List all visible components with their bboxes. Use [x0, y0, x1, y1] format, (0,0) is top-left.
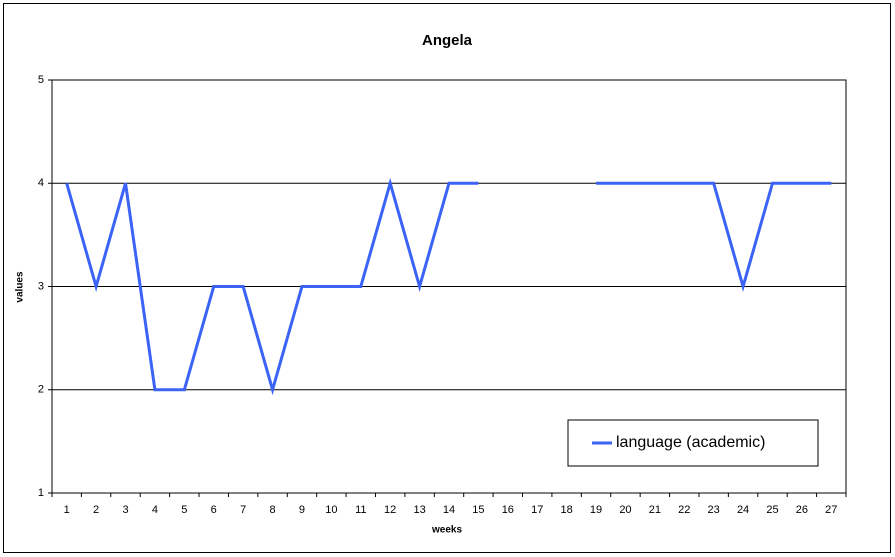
y-tick-label: 2: [38, 384, 44, 396]
x-tick-label: 18: [561, 504, 573, 516]
x-tick-label: 13: [413, 504, 425, 516]
x-tick-label: 25: [766, 504, 778, 516]
x-tick-label: 19: [590, 504, 602, 516]
y-tick-label: 1: [38, 487, 44, 499]
x-tick-label: 20: [619, 504, 631, 516]
y-tick-label: 3: [38, 280, 44, 292]
x-tick-label: 6: [211, 504, 217, 516]
x-tick-label: 23: [708, 504, 720, 516]
x-tick-label: 3: [122, 504, 128, 516]
y-tick-label: 5: [38, 74, 44, 86]
x-tick-label: 26: [796, 504, 808, 516]
x-tick-label: 5: [181, 504, 187, 516]
y-tick-label: 4: [38, 177, 44, 189]
x-tick-label: 12: [384, 504, 396, 516]
x-tick-label: 4: [152, 504, 158, 516]
x-tick-label: 11: [355, 504, 366, 516]
x-tick-label: 7: [240, 504, 246, 516]
chart-title: Angela: [422, 32, 473, 49]
x-tick-label: 22: [678, 504, 690, 516]
x-tick-label: 27: [825, 504, 837, 516]
x-tick-label: 17: [531, 504, 543, 516]
x-tick-label: 8: [269, 504, 275, 516]
x-tick-label: 10: [325, 504, 337, 516]
x-tick-label: 14: [443, 504, 455, 516]
y-axis-label: values: [15, 271, 26, 303]
x-tick-label: 24: [737, 504, 749, 516]
x-axis-label: weeks: [431, 525, 462, 536]
x-tick-label: 2: [93, 504, 99, 516]
data-line: [65, 177, 832, 396]
x-tick-label: 16: [502, 504, 514, 516]
x-tick-label: 9: [299, 504, 305, 516]
x-tick-label: 21: [649, 504, 661, 516]
x-tick-label: 1: [64, 504, 70, 516]
x-tick-label: 15: [472, 504, 484, 516]
legend-label: language (academic): [616, 434, 765, 451]
